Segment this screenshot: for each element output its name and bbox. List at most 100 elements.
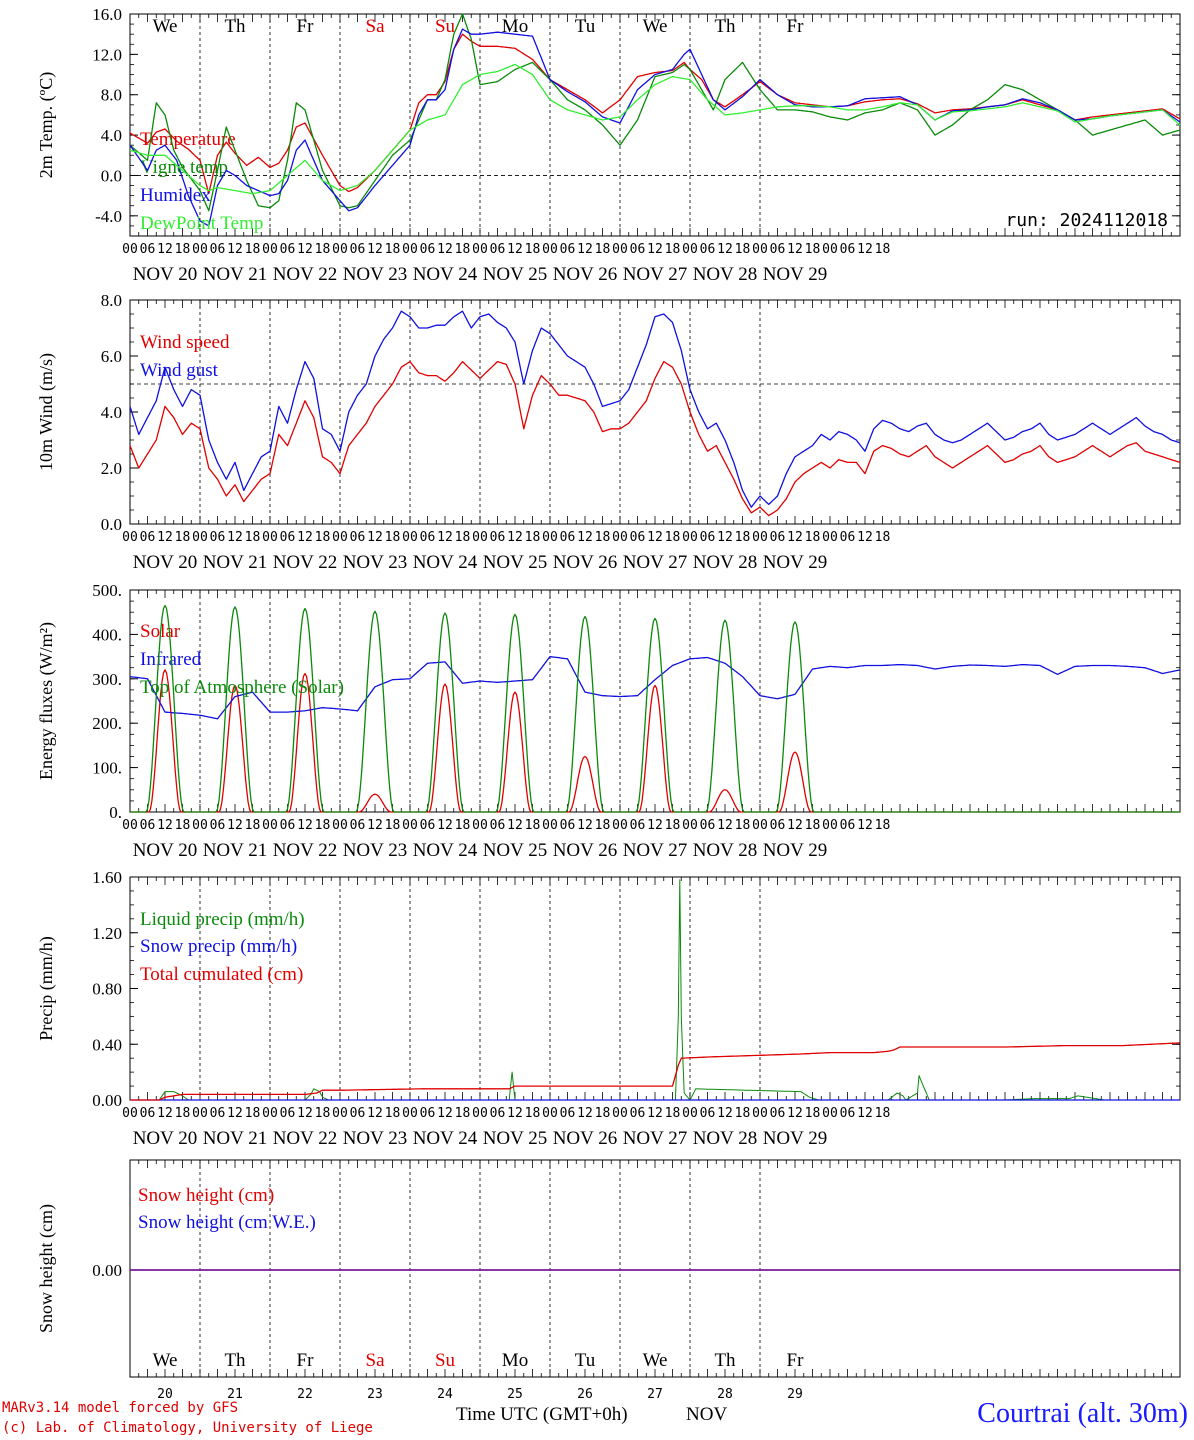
date-label: NOV 24: [413, 264, 478, 285]
hour-label: 00: [402, 1106, 418, 1121]
hour-label: 00: [542, 530, 558, 545]
hour-label: 18: [455, 242, 471, 257]
hour-label: 18: [595, 1106, 611, 1121]
hour-label: 06: [840, 242, 856, 257]
hour-label: 18: [175, 242, 191, 257]
hour-label: 06: [140, 530, 156, 545]
hour-label: 18: [315, 530, 331, 545]
weekday-label: Su: [435, 16, 456, 37]
date-label: NOV 21: [203, 840, 268, 861]
series-line: [130, 604, 1180, 813]
hour-label: 12: [857, 1106, 873, 1121]
hour-label: 06: [630, 818, 646, 833]
hour-label: 12: [717, 242, 733, 257]
legend-entry: Humidex: [140, 185, 211, 206]
hour-label: 00: [752, 1106, 768, 1121]
day-number: 27: [647, 1387, 663, 1402]
hour-label: 12: [157, 242, 173, 257]
hour-label: 00: [822, 242, 838, 257]
series-line: [129, 28, 1181, 227]
hour-label: 12: [647, 242, 663, 257]
hour-label: 12: [297, 818, 313, 833]
hour-label: 18: [315, 242, 331, 257]
legend-entry: Snow precip (mm/h): [140, 936, 297, 957]
legend-entry: Wind speed: [140, 332, 230, 353]
hour-label: 12: [577, 818, 593, 833]
y-tick-label: 100.: [92, 759, 122, 778]
hour-label: 12: [157, 818, 173, 833]
hour-label: 06: [840, 1106, 856, 1121]
run-annotation: run: 2024112018: [1005, 210, 1168, 231]
hour-label: 06: [420, 242, 436, 257]
hour-label: 12: [857, 530, 873, 545]
hour-label: 12: [437, 818, 453, 833]
hour-label: 18: [595, 530, 611, 545]
y-tick-label: 2.0: [101, 459, 122, 478]
hour-label: 18: [525, 242, 541, 257]
hour-label: 12: [647, 1106, 663, 1121]
series-line: [129, 360, 1181, 517]
y-tick-label: -4.0: [95, 207, 122, 226]
date-label: NOV 27: [623, 840, 688, 861]
y-tick-label: 4.0: [101, 126, 122, 145]
hour-label: 00: [402, 818, 418, 833]
legend-entry: Total cumulated (cm): [140, 964, 303, 985]
series-line: [129, 310, 1181, 508]
hour-label: 00: [682, 530, 698, 545]
hour-label: 00: [682, 1106, 698, 1121]
hour-label: 00: [192, 1106, 208, 1121]
series-line: [129, 33, 1181, 195]
hour-label: 12: [367, 242, 383, 257]
weekday-label: We: [153, 16, 178, 37]
hour-label: 12: [717, 530, 733, 545]
hour-label: 18: [805, 1106, 821, 1121]
hour-label: 00: [332, 1106, 348, 1121]
hour-label: 00: [472, 1106, 488, 1121]
date-label: NOV 28: [693, 1128, 758, 1149]
hour-label: 18: [595, 818, 611, 833]
hour-label: 12: [577, 242, 593, 257]
hour-label: 18: [455, 818, 471, 833]
hour-label: 12: [157, 530, 173, 545]
hour-label: 00: [122, 818, 138, 833]
hour-label: 00: [822, 1106, 838, 1121]
model-credit: MARv3.14 model forced by GFS: [2, 1400, 239, 1416]
hour-label: 06: [420, 530, 436, 545]
y-tick-label: 8.0: [101, 86, 122, 105]
hour-label: 06: [700, 530, 716, 545]
date-label: NOV 24: [413, 1128, 478, 1149]
y-axis-label: Energy fluxes (W/m²): [36, 622, 57, 780]
date-label: NOV 22: [273, 1128, 338, 1149]
weekday-label: Fr: [787, 1350, 805, 1371]
hour-label: 06: [350, 818, 366, 833]
hour-label: 18: [315, 818, 331, 833]
day-number: 20: [157, 1387, 173, 1402]
hour-label: 06: [770, 530, 786, 545]
hour-label: 12: [227, 1106, 243, 1121]
y-tick-label: 0.: [109, 803, 122, 822]
hour-label: 12: [437, 242, 453, 257]
hour-label: 18: [245, 242, 261, 257]
hour-label: 18: [805, 530, 821, 545]
weekday-label: We: [643, 1350, 668, 1371]
y-tick-label: 300.: [92, 670, 122, 689]
y-tick-label: 4.0: [101, 403, 122, 422]
hour-label: 00: [192, 242, 208, 257]
hour-label: 06: [280, 1106, 296, 1121]
hour-label: 06: [770, 242, 786, 257]
y-axis-label: 2m Temp. (ºC): [36, 72, 57, 178]
hour-label: 06: [630, 530, 646, 545]
hour-label: 18: [665, 1106, 681, 1121]
hour-label: 06: [770, 818, 786, 833]
legend-entry: DewPoint Temp: [140, 213, 263, 234]
day-number: 28: [717, 1387, 733, 1402]
legend-entry: Vigne temp: [140, 157, 228, 178]
date-label: NOV 21: [203, 1128, 268, 1149]
date-label: NOV 26: [553, 840, 618, 861]
hour-label: 00: [612, 530, 628, 545]
date-label: NOV 22: [273, 552, 338, 573]
panel-frame: [129, 589, 1181, 813]
hour-label: 06: [490, 530, 506, 545]
lab-credit: (c) Lab. of Climatology, University of L…: [2, 1420, 373, 1436]
hour-label: 00: [472, 242, 488, 257]
